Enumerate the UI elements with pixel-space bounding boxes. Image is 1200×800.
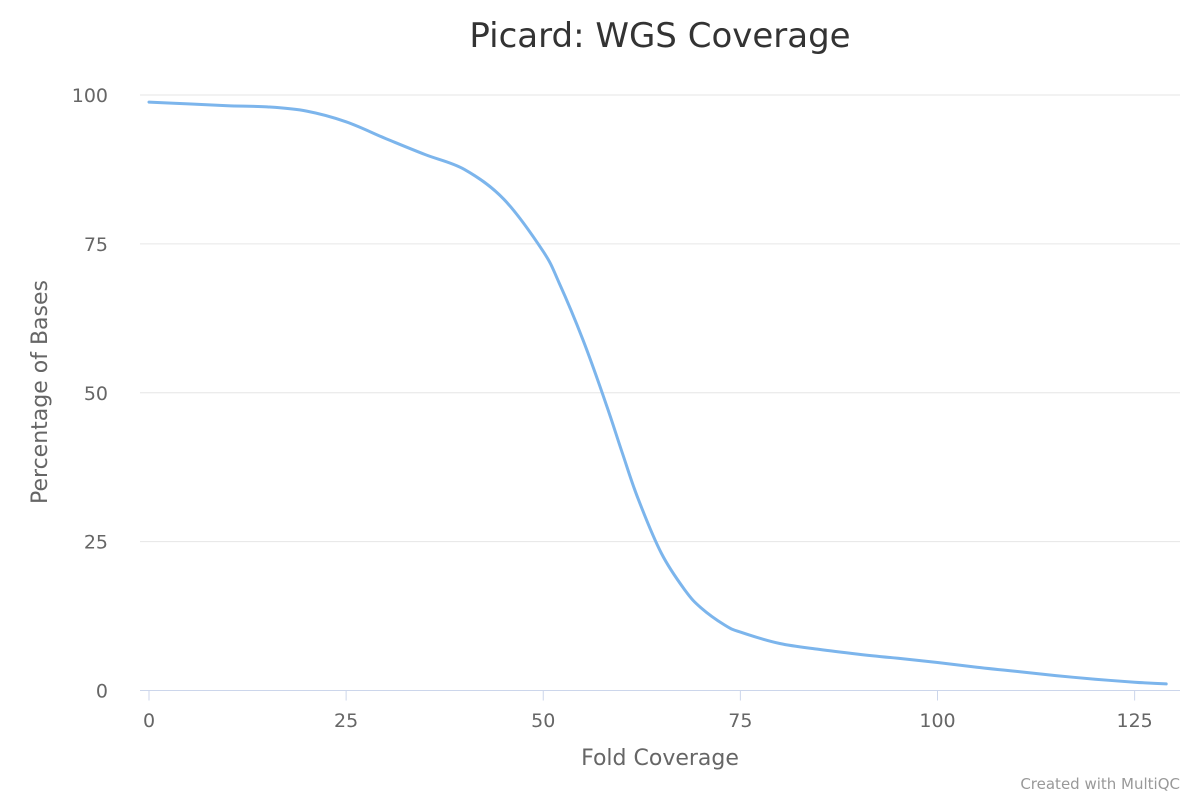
y-axis-tick-labels: 0 25 50 75 100 — [72, 85, 108, 703]
gridlines — [140, 94, 1180, 543]
series-line[interactable] — [147, 100, 1168, 686]
series-layer — [147, 100, 1168, 686]
y-tick-label: 75 — [84, 234, 108, 256]
chart-title: Picard: WGS Coverage — [469, 16, 850, 56]
x-tick-label: 0 — [143, 710, 155, 732]
y-tick-label: 25 — [84, 532, 108, 554]
y-tick-label: 0 — [96, 681, 108, 703]
x-tick-label: 75 — [728, 710, 752, 732]
y-tick-label: 50 — [84, 383, 108, 405]
x-tick-label: 125 — [1116, 710, 1152, 732]
x-axis-title: Fold Coverage — [581, 746, 739, 771]
x-tick-label: 100 — [919, 710, 955, 732]
credits-link[interactable]: Created with MultiQC — [1020, 775, 1180, 793]
x-axis — [140, 690, 1180, 701]
x-axis-tick-labels: 0 25 50 75 100 125 — [143, 710, 1153, 732]
x-tick-label: 25 — [334, 710, 358, 732]
y-tick-label: 100 — [72, 85, 108, 107]
y-axis-title: Percentage of Bases — [28, 280, 53, 504]
x-tick-label: 50 — [531, 710, 555, 732]
